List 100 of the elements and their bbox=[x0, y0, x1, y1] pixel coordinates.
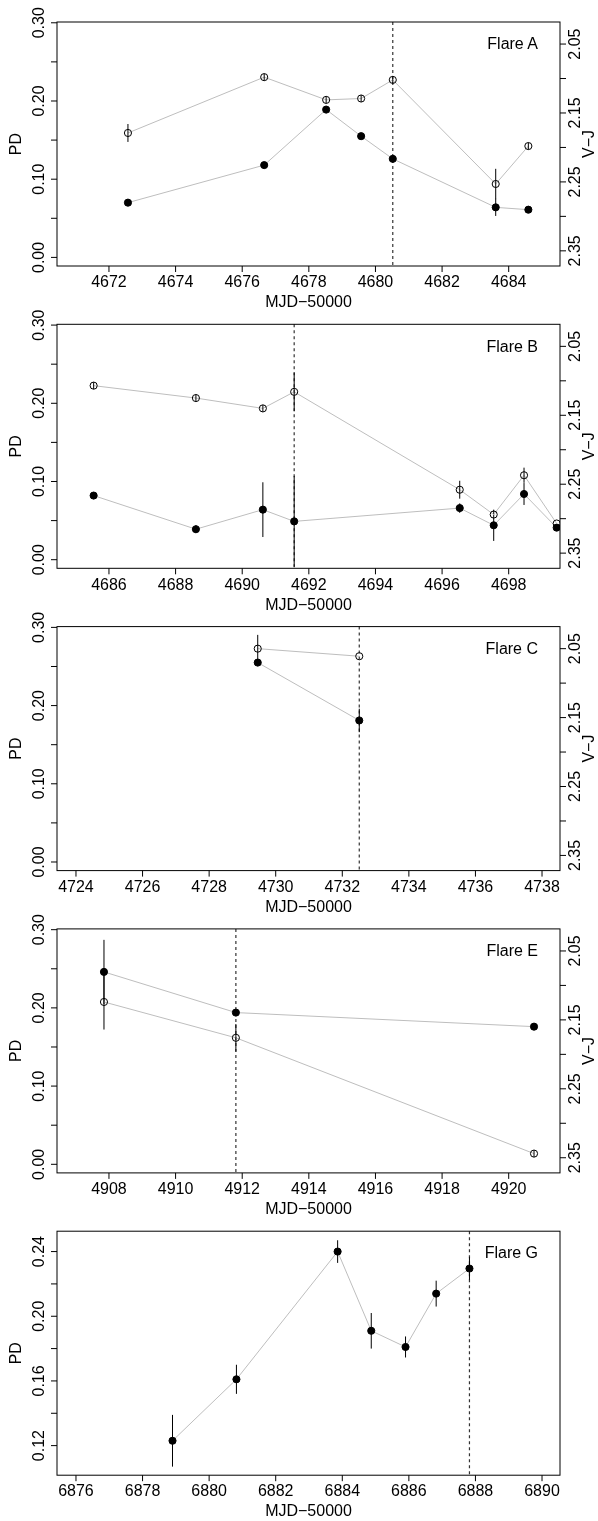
y-tick-label: 0.10 bbox=[30, 465, 48, 498]
y-tick-label: 0.20 bbox=[30, 689, 48, 722]
y-tick-label: 0.20 bbox=[30, 85, 48, 117]
y2-tick-label: 2.35 bbox=[566, 537, 584, 569]
point bbox=[322, 95, 331, 104]
y-tick-label: 0.16 bbox=[30, 1365, 48, 1397]
y2-tick-label: 2.15 bbox=[566, 1004, 584, 1036]
y-tick-label: 0.30 bbox=[30, 914, 48, 946]
x-tick-label: 4672 bbox=[91, 273, 127, 291]
point bbox=[123, 128, 133, 138]
point bbox=[232, 1375, 241, 1384]
point bbox=[524, 205, 533, 214]
x-axis-title: MJD−50000 bbox=[265, 897, 352, 915]
y2-tick-label: 2.05 bbox=[566, 330, 584, 362]
y-tick-label: 0.30 bbox=[30, 611, 48, 643]
y2-tick-label: 2.15 bbox=[566, 701, 584, 734]
x-tick-label: 4676 bbox=[224, 273, 261, 291]
x-tick-label: 6890 bbox=[524, 1482, 560, 1500]
x-tick-label: 4732 bbox=[324, 877, 361, 895]
x-tick-label: 4910 bbox=[157, 1180, 194, 1198]
x-tick-label: 6880 bbox=[191, 1482, 228, 1500]
x-tick-label: 6888 bbox=[457, 1482, 494, 1500]
point bbox=[191, 525, 200, 534]
x-tick-label: 4920 bbox=[490, 1180, 527, 1198]
point bbox=[367, 1326, 376, 1335]
y2-tick-label: 2.35 bbox=[566, 839, 584, 872]
y2-tick-label: 2.25 bbox=[566, 166, 584, 198]
point bbox=[432, 1289, 441, 1298]
point bbox=[123, 198, 133, 207]
annotation: Flare E bbox=[486, 942, 538, 960]
x-tick-label: 4916 bbox=[357, 1180, 394, 1198]
point bbox=[260, 73, 269, 82]
point bbox=[322, 105, 331, 114]
y-tick-label: 0.20 bbox=[30, 1300, 48, 1332]
point bbox=[455, 485, 464, 494]
point bbox=[290, 387, 299, 396]
y-tick-label: 0.10 bbox=[30, 163, 48, 195]
y-tick-label: 0.10 bbox=[30, 1070, 48, 1102]
point bbox=[357, 94, 366, 103]
y2-tick-label: 2.25 bbox=[566, 770, 584, 803]
x-tick-label: 6886 bbox=[391, 1482, 427, 1500]
x-tick-label: 4686 bbox=[91, 575, 127, 593]
x-tick-label: 4682 bbox=[424, 273, 460, 291]
y2-tick-label: 2.25 bbox=[566, 1073, 584, 1105]
point bbox=[388, 75, 397, 84]
point bbox=[519, 489, 529, 499]
y-axis-title: PD bbox=[7, 737, 25, 760]
point bbox=[489, 521, 498, 530]
point bbox=[89, 491, 98, 500]
x-axis-title: MJD−50000 bbox=[265, 1200, 352, 1218]
annotation: Flare G bbox=[484, 1244, 538, 1262]
y2-axis-title: V−J bbox=[580, 1036, 598, 1065]
point bbox=[388, 154, 397, 163]
x-tick-label: 4734 bbox=[391, 877, 427, 895]
y-tick-label: 0.10 bbox=[30, 768, 48, 800]
x-tick-label: 4728 bbox=[191, 877, 228, 895]
x-tick-label: 6882 bbox=[257, 1482, 294, 1500]
y-tick-label: 0.00 bbox=[30, 846, 48, 878]
x-axis-title: MJD−50000 bbox=[265, 1502, 352, 1520]
annotation: Flare C bbox=[485, 639, 538, 657]
x-tick-label: 4726 bbox=[124, 877, 161, 895]
point bbox=[168, 1436, 177, 1445]
point bbox=[290, 517, 299, 526]
x-tick-label: 4694 bbox=[357, 575, 394, 593]
point bbox=[465, 1264, 474, 1273]
x-tick-label: 6884 bbox=[324, 1482, 361, 1500]
point bbox=[231, 1008, 240, 1017]
y-axis-title: PD bbox=[7, 435, 25, 458]
x-tick-label: 4680 bbox=[357, 273, 394, 291]
x-tick-label: 6878 bbox=[124, 1482, 161, 1500]
x-tick-label: 4696 bbox=[424, 575, 460, 593]
point bbox=[489, 510, 498, 519]
y2-tick-label: 2.15 bbox=[566, 97, 584, 129]
x-tick-label: 6876 bbox=[58, 1482, 94, 1500]
y2-axis-title: V−J bbox=[580, 734, 598, 763]
x-tick-label: 4912 bbox=[224, 1180, 261, 1198]
point bbox=[99, 997, 109, 1007]
y-tick-label: 0.00 bbox=[30, 241, 48, 273]
y2-tick-label: 2.05 bbox=[566, 28, 584, 60]
y-axis-title: PD bbox=[7, 1039, 25, 1063]
point bbox=[491, 179, 500, 189]
y2-tick-label: 2.35 bbox=[566, 1142, 584, 1174]
point bbox=[99, 967, 109, 976]
annotation: Flare B bbox=[486, 337, 538, 355]
x-axis-title: MJD−50000 bbox=[265, 293, 352, 311]
point bbox=[529, 1022, 539, 1031]
x-tick-label: 4914 bbox=[291, 1180, 327, 1198]
point bbox=[258, 505, 267, 514]
y-tick-label: 0.00 bbox=[30, 544, 48, 576]
y-axis-title: PD bbox=[7, 132, 25, 156]
y2-tick-label: 2.25 bbox=[566, 468, 584, 500]
x-tick-label: 4688 bbox=[157, 575, 194, 593]
x-tick-label: 4918 bbox=[424, 1180, 460, 1198]
point bbox=[529, 1149, 539, 1158]
y-tick-label: 0.30 bbox=[30, 7, 48, 39]
y-axis-title: PD bbox=[7, 1342, 25, 1365]
point bbox=[401, 1342, 410, 1352]
y2-tick-label: 2.35 bbox=[566, 235, 584, 267]
point bbox=[231, 1033, 240, 1042]
point bbox=[455, 504, 464, 513]
